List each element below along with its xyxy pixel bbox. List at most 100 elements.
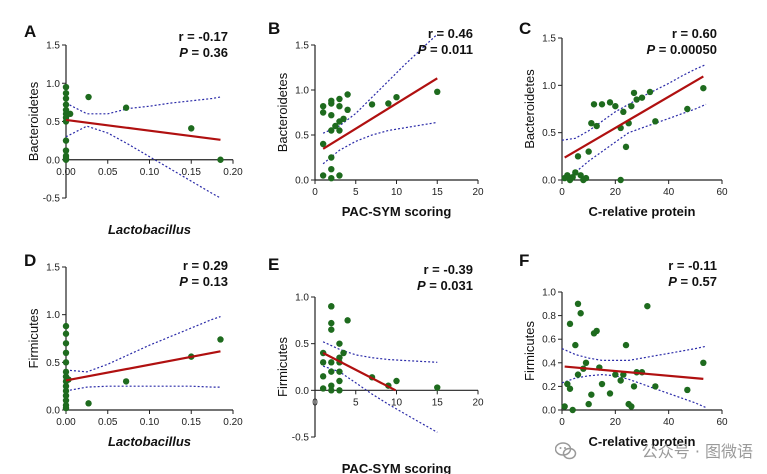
y-tick-label: 1.0 [542, 81, 556, 92]
x-axis-label: C-relative protein [589, 434, 696, 449]
y-tick-label: 1.0 [295, 86, 309, 97]
data-point [336, 172, 343, 179]
data-point [638, 94, 646, 101]
data-point [561, 403, 568, 410]
y-tick-label: 0.0 [295, 176, 309, 187]
data-point [328, 359, 335, 366]
data-point [598, 380, 606, 388]
data-point [332, 122, 339, 130]
regression-line [564, 75, 704, 159]
data-point [328, 175, 335, 182]
stat-r: r = 0.29 [183, 258, 228, 273]
ci-band-upper [322, 33, 438, 134]
x-tick-label: 20 [472, 187, 484, 198]
ci-band-lower [65, 125, 221, 199]
data-point [574, 153, 582, 160]
data-point [344, 317, 351, 324]
panel-label: F [519, 251, 529, 270]
y-tick-label: 1.5 [46, 263, 60, 274]
stat-p: P = 0.00050 [647, 42, 717, 57]
y-axis-label: Firmicutes [26, 308, 41, 368]
data-point [590, 101, 598, 108]
x-tick-label: 20 [472, 397, 484, 408]
y-tick-label: 0.0 [295, 386, 309, 397]
y-tick-label: 0.0 [46, 155, 60, 166]
data-point [566, 320, 574, 328]
data-point [319, 373, 327, 380]
data-point [62, 382, 70, 390]
data-point [582, 174, 590, 182]
data-point [606, 99, 614, 106]
data-point [684, 105, 691, 113]
x-axis-label: PAC-SYM scoring [342, 461, 452, 474]
x-tick-label: 0.10 [140, 167, 160, 178]
panel-e: E -0.5 0.0 0.5 1.0 0 5 10 15 20 Firmicutes PAC-SYM … [268, 255, 484, 474]
data-point [393, 94, 400, 101]
y-tick-label: 0.0 [46, 406, 60, 417]
y-tick-label: 0.8 [542, 311, 556, 322]
x-tick-label: 15 [432, 397, 444, 408]
data-point [385, 100, 392, 107]
data-point [328, 154, 335, 161]
data-point [336, 368, 343, 375]
data-point [582, 359, 590, 366]
y-tick-label: 1.0 [295, 293, 309, 304]
data-point [630, 89, 638, 97]
x-tick-label: 40 [663, 187, 675, 198]
data-point [319, 172, 327, 179]
data-point [622, 341, 630, 349]
data-point [585, 400, 592, 408]
ci-band-upper [561, 63, 707, 141]
data-point [62, 95, 70, 102]
data-point [62, 89, 70, 97]
data-point [577, 172, 584, 179]
data-point [612, 371, 619, 378]
x-axis-label: C-relative protein [589, 204, 696, 219]
y-tick-label: 1.5 [295, 41, 309, 52]
y-tick-label: 0.2 [542, 382, 556, 393]
x-tick-label: 0.15 [182, 167, 202, 178]
data-point [328, 382, 335, 389]
data-point [628, 403, 635, 410]
ci-band-lower [561, 373, 707, 409]
data-point [644, 302, 651, 310]
stat-p: P = 0.13 [179, 274, 228, 289]
data-point [393, 377, 400, 385]
x-tick-label: 5 [353, 187, 359, 198]
ci-band-lower [65, 385, 221, 392]
data-point [62, 392, 70, 399]
data-point [700, 359, 707, 366]
y-tick-label: 1.0 [542, 288, 556, 299]
x-tick-label: 0.05 [98, 167, 118, 178]
data-point [336, 377, 343, 385]
stat-r: r = 0.60 [672, 26, 717, 41]
x-tick-label: 20 [610, 187, 622, 198]
data-point [585, 148, 592, 155]
data-point [62, 137, 70, 144]
y-tick-label: 0.5 [46, 117, 60, 128]
y-tick-label: 0.0 [542, 406, 556, 417]
data-point [630, 383, 638, 390]
wechat-icon [554, 442, 577, 460]
panel-label: B [268, 19, 280, 38]
data-point [340, 115, 347, 123]
stat-r: r = -0.11 [668, 258, 717, 273]
y-tick-label: 0.5 [46, 358, 60, 369]
data-point [62, 402, 70, 409]
data-point [328, 166, 335, 173]
y-tick-label: 1.0 [46, 79, 60, 90]
x-axis-label: PAC-SYM scoring [342, 204, 452, 219]
x-tick-label: 0 [559, 417, 565, 428]
data-point [62, 359, 70, 366]
x-tick-label: 15 [432, 187, 444, 198]
ci-band-lower [322, 365, 438, 433]
data-point [574, 300, 582, 307]
data-point [336, 387, 343, 394]
panel-label: E [268, 255, 279, 274]
x-tick-label: 0 [312, 187, 318, 198]
y-tick-label: 0.6 [542, 335, 556, 346]
regression-line [564, 365, 704, 380]
ci-band-lower [561, 103, 707, 181]
panel-f: F 0.0 0.2 0.4 0.6 0.8 1.0 0 20 40 60 Firmicutes C-re… [519, 251, 728, 449]
data-point [85, 93, 92, 101]
